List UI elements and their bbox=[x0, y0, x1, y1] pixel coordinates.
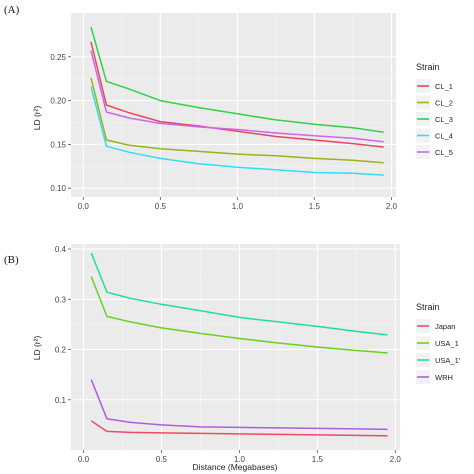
y-tick-label: 0.4 bbox=[55, 245, 67, 254]
panel-a-ylabel: LD (r²) bbox=[32, 106, 42, 131]
minor-gridlines bbox=[71, 244, 400, 450]
series-line-wrh bbox=[90, 379, 388, 431]
series-line-japan bbox=[90, 420, 388, 437]
legend-label-usa-1: USA_1 bbox=[435, 339, 459, 348]
legend-label-usa-1: USA_1' bbox=[435, 356, 461, 365]
y-tick-label: 0.10 bbox=[50, 184, 66, 193]
y-tick-label: 0.15 bbox=[50, 140, 66, 149]
panel-b-tag: (B) bbox=[4, 254, 19, 266]
panel-a-tag: (A) bbox=[4, 4, 20, 16]
legend-label-cl-4: CL_4 bbox=[435, 132, 453, 141]
series-line-cl-4 bbox=[90, 86, 384, 176]
panel-b: (B) 0.0 0.5 1.0 1.5 2.00.10.20.30.4 LD (r²) … bbox=[4, 244, 461, 472]
series-line-cl-5 bbox=[90, 50, 384, 143]
plot-a: 0.0 0.5 1.0 1.5 2.0 0.10 0.15 0.20 0.25 bbox=[50, 13, 397, 211]
panel-b-ylabel: LD (r²) bbox=[32, 336, 42, 361]
x-tick-label: 1.5 bbox=[309, 202, 321, 211]
x-tick-label: 1.0 bbox=[232, 202, 244, 211]
legend-label-cl-2: CL_2 bbox=[435, 99, 453, 108]
panel-a: (A) 0.0 0.5 1.0 1.5 2.0 0.10 0.15 0.20 0.25 LD (… bbox=[4, 4, 453, 211]
x-tick-label: 0.0 bbox=[78, 455, 90, 464]
y-tick-label: 0.2 bbox=[55, 346, 67, 355]
x-tick-label: 0.5 bbox=[156, 455, 168, 464]
legend-label-cl-3: CL_3 bbox=[435, 115, 453, 124]
y-tick-label: 0.3 bbox=[55, 295, 67, 304]
y-tick-label: 0.1 bbox=[55, 396, 67, 405]
legend-a: Strain CL_1 CL_2 CL_3 CL_4 CL_5 bbox=[416, 62, 453, 159]
y-tick-label: 0.20 bbox=[50, 97, 66, 106]
plot-background bbox=[71, 13, 396, 197]
x-tick-label: 0.0 bbox=[78, 202, 90, 211]
x-tick-label: 1.5 bbox=[312, 455, 324, 464]
plot-background bbox=[71, 244, 400, 450]
x-tick-label: 1.0 bbox=[234, 455, 246, 464]
series-line-cl-2 bbox=[90, 77, 384, 164]
plot-b: 0.0 0.5 1.0 1.5 2.0 0.1 0.2 0.3 0.4 bbox=[55, 244, 402, 464]
series-line-usa-1 bbox=[90, 276, 388, 354]
legend-label-cl-1: CL_1 bbox=[435, 82, 453, 91]
x-tick-label: 2.0 bbox=[386, 202, 398, 211]
legend-label-wrh: WRH bbox=[435, 373, 453, 382]
x-tick-label: 0.5 bbox=[155, 202, 167, 211]
panel-b-xlabel: Distance (Megabases) bbox=[192, 462, 277, 472]
legend-label-japan: Japan bbox=[435, 322, 455, 331]
legend-title: Strain bbox=[416, 302, 440, 312]
series-line-usa-1 bbox=[90, 252, 388, 336]
legend-label-cl-5: CL_5 bbox=[435, 148, 453, 157]
x-tick-label: 2.0 bbox=[390, 455, 402, 464]
y-tick-label: 0.25 bbox=[50, 53, 66, 62]
legend-title: Strain bbox=[416, 62, 440, 72]
major-gridlines bbox=[71, 244, 400, 450]
series-line-cl-3 bbox=[90, 26, 384, 133]
legend-b: Strain Japan USA_1 USA_1' WRH bbox=[416, 302, 461, 384]
